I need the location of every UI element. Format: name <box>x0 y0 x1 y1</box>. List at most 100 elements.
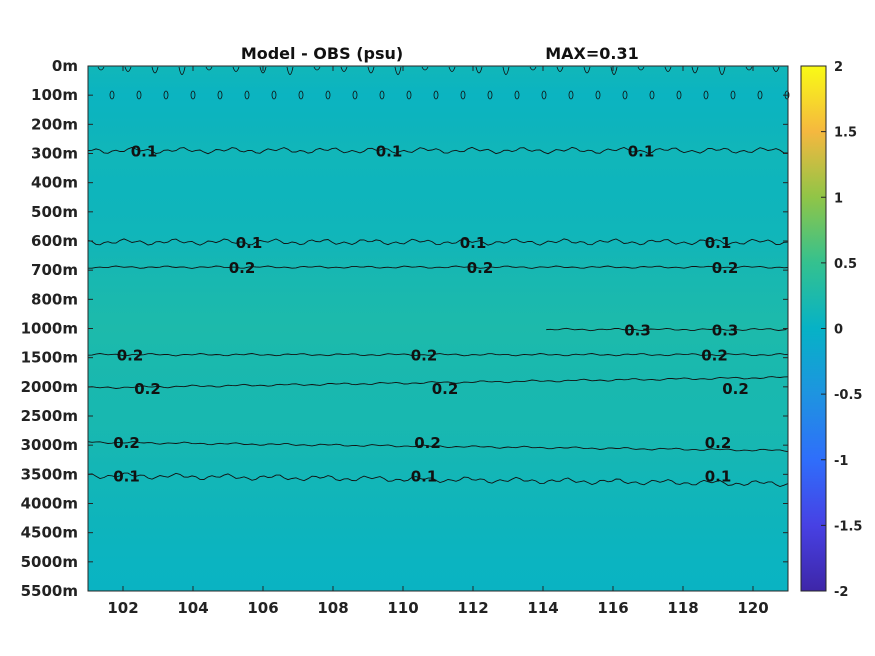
surface-contour <box>232 66 240 72</box>
surface-contour <box>637 66 645 71</box>
colorbar-tick-label: -0.5 <box>834 388 862 403</box>
surface-contour <box>340 66 348 72</box>
contour-label: 0.1 <box>113 467 140 485</box>
colorbar-tick-label: 0 <box>834 323 843 338</box>
surface-contour <box>313 66 321 71</box>
contour-label: 0.1 <box>628 143 655 161</box>
surface-contour <box>556 66 564 72</box>
y-tick-label: 2500m <box>21 407 78 425</box>
contour-line <box>87 353 789 357</box>
surface-contour <box>772 66 780 72</box>
x-tick-label: 112 <box>457 599 488 617</box>
near-surface-contour <box>433 90 439 100</box>
y-tick-label: 700m <box>31 261 78 279</box>
near-surface-contour <box>190 90 196 100</box>
y-tick-label: 200m <box>31 115 78 133</box>
surface-contour <box>151 66 159 74</box>
surface-contour <box>124 66 132 72</box>
surface-contour <box>259 66 267 74</box>
colorbar-tick-label: -2 <box>834 585 848 600</box>
colorbar-tick-label: 0.5 <box>834 257 857 272</box>
near-surface-contour <box>514 90 520 100</box>
x-tick-label: 102 <box>107 599 138 617</box>
y-tick-label: 3000m <box>21 436 78 454</box>
near-surface-contour <box>271 90 277 100</box>
y-tick-label: 1000m <box>21 320 78 338</box>
contour-layer: 0.1 0.1 0.1 0.1 0.1 0.1 0.2 0.2 0.2 0.3 0.3 0.2 0.2 0… <box>87 66 790 487</box>
contour-label: 0.2 <box>229 259 256 277</box>
contour-label: 0.2 <box>722 380 749 398</box>
contour-line <box>87 146 789 155</box>
y-tick-label: 400m <box>31 174 78 192</box>
contour-line <box>87 265 789 269</box>
surface-contour <box>664 66 672 72</box>
y-tick-label: 800m <box>31 290 78 308</box>
contour-label: 0.1 <box>411 467 438 485</box>
x-tick-label: 104 <box>177 599 208 617</box>
near-surface-contour <box>460 90 466 100</box>
contour-label: 0.1 <box>376 143 403 161</box>
surface-contour <box>475 66 483 74</box>
near-surface-contour <box>649 90 655 100</box>
near-surface-contour <box>109 90 115 100</box>
contour-label: 0.2 <box>411 347 438 365</box>
contour-label: 0.3 <box>624 322 651 340</box>
contour-label: 0.1 <box>705 467 732 485</box>
contour-label: 0.2 <box>712 259 739 277</box>
y-tick-label: 100m <box>31 86 78 104</box>
y-tick-label: 1500m <box>21 349 78 367</box>
surface-contour <box>205 66 213 71</box>
colorbar-tick-label: 1.5 <box>834 126 857 141</box>
x-tick-label: 114 <box>527 599 558 617</box>
colorbar-tick-label: -1 <box>834 454 848 469</box>
contour-label: 0.3 <box>712 322 739 340</box>
near-surface-contour <box>244 90 250 100</box>
chart-title: Model - OBS (psu) <box>241 44 403 63</box>
surface-contour <box>97 66 105 71</box>
heatmap-field <box>88 66 788 591</box>
contour-line <box>546 327 787 332</box>
y-tick-label: 5000m <box>21 553 78 571</box>
y-axis: 0m 100m 200m 300m 400m 500m 600m 700m 800m 1000m 1… <box>21 57 788 600</box>
near-surface-contour <box>568 90 574 100</box>
contour-label: 0.2 <box>467 259 494 277</box>
colorbar-tick-label: 2 <box>834 60 843 75</box>
y-tick-label: 3500m <box>21 465 78 483</box>
near-surface-contour <box>757 90 763 100</box>
contour-line <box>87 441 789 453</box>
near-surface-contour <box>163 90 169 100</box>
y-tick-label: 0m <box>52 57 78 75</box>
near-surface-contour <box>406 90 412 100</box>
x-axis: 102 104 106 108 110 112 114 116 118 120 <box>107 66 769 617</box>
contour-label: 0.2 <box>414 434 441 452</box>
x-tick-label: 120 <box>737 599 768 617</box>
near-surface-contour <box>730 90 736 100</box>
contour-label: 0.2 <box>117 347 144 365</box>
y-tick-label: 500m <box>31 203 78 221</box>
y-tick-label: 5500m <box>21 582 78 600</box>
near-surface-contour <box>325 90 331 100</box>
y-tick-label: 300m <box>31 145 78 163</box>
surface-contour <box>583 66 591 74</box>
near-surface-contour <box>379 90 385 100</box>
contour-label: 0.1 <box>131 143 158 161</box>
near-surface-contour <box>352 90 358 100</box>
contour-label: 0.2 <box>432 380 459 398</box>
y-tick-label: 4000m <box>21 495 78 513</box>
contour-label: 0.2 <box>134 380 161 398</box>
y-tick-label: 2000m <box>21 378 78 396</box>
surface-contour <box>421 66 429 71</box>
near-surface-contour <box>595 90 601 100</box>
near-surface-contour <box>487 90 493 100</box>
surface-contour <box>745 66 753 71</box>
colorbar: 2 1.5 1 0.5 0 -0.5 -1 -1.5 -2 <box>800 60 862 600</box>
surface-contour <box>529 66 537 71</box>
near-surface-contour <box>541 90 547 100</box>
y-tick-label: 600m <box>31 232 78 250</box>
surface-contour <box>367 66 375 74</box>
contour-label: 0.2 <box>113 434 140 452</box>
contour-label: 0.1 <box>460 234 487 252</box>
surface-contour <box>286 66 294 75</box>
x-tick-label: 108 <box>317 599 348 617</box>
